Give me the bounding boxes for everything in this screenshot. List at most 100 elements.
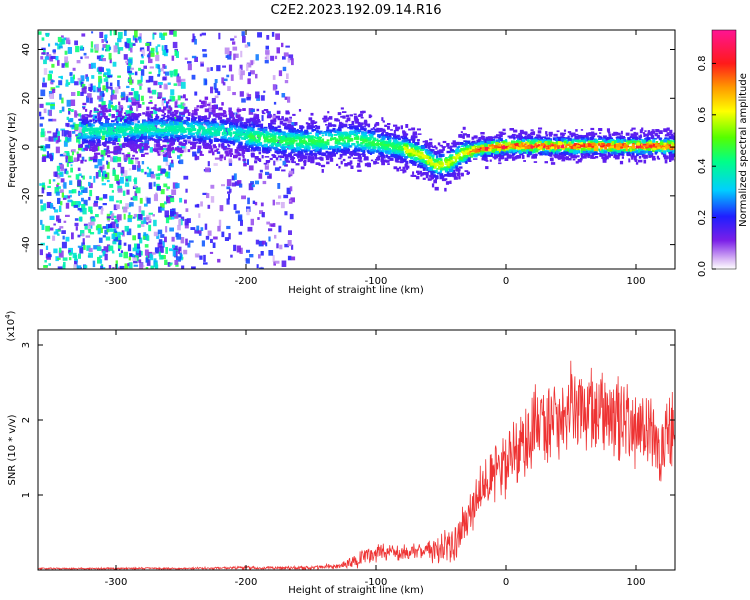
spectrogram-cell	[160, 128, 165, 133]
spectrogram-cell	[252, 129, 255, 131]
spectrogram-cell	[92, 140, 96, 144]
spectrogram-cell	[102, 85, 106, 91]
spectrogram-cell	[268, 173, 272, 179]
spectrogram-cell	[273, 118, 277, 123]
spectrogram-cell	[141, 133, 144, 140]
spectrogram-cell	[491, 136, 496, 139]
spectrogram-cell	[137, 104, 142, 108]
spectrogram-cell	[300, 156, 304, 160]
spectrogram-cell	[170, 118, 173, 120]
spectrogram-cell	[623, 147, 628, 150]
spectrogram-cell	[123, 213, 126, 220]
spectrogram-cell	[158, 251, 161, 257]
spectrogram-cell	[130, 197, 135, 201]
spectrogram-cell	[568, 154, 572, 157]
spectrogram-cell	[255, 144, 259, 147]
spectrogram-cell	[102, 250, 106, 257]
spectrogram-cell	[93, 136, 98, 139]
spectrogram-cell	[144, 203, 148, 207]
spectrogram-cell	[130, 118, 135, 122]
spectrogram-cell	[275, 202, 281, 205]
spectrogram-cell	[144, 268, 148, 269]
spectrogram-cell	[73, 204, 79, 208]
spectrogram-cell	[299, 154, 304, 156]
spectrogram-cell	[651, 155, 656, 159]
spectrogram-cell	[43, 108, 47, 114]
spectrogram-cell	[160, 189, 165, 195]
spectrogram-cell	[429, 164, 432, 167]
spectrogram-cell	[388, 137, 392, 140]
spectrogram-cell	[442, 147, 445, 151]
spectrogram-cell	[60, 201, 63, 206]
spectrogram-cell	[636, 152, 639, 156]
spectrogram-cell	[165, 139, 170, 143]
spectrogram-cell	[270, 146, 274, 148]
spectrogram-cell	[247, 135, 251, 138]
spectrogram-cell	[563, 132, 566, 135]
spectrogram-cell	[420, 170, 422, 174]
spectrogram-cell	[249, 70, 255, 75]
spectrogram-cell	[163, 147, 167, 150]
spectrogram-cell	[428, 167, 433, 171]
spectrogram-cell	[258, 254, 261, 259]
spectrogram-cell	[160, 148, 164, 152]
spectrogram-cell	[155, 264, 159, 269]
spectrogram-cell	[288, 230, 292, 235]
spectrogram-cell	[478, 149, 482, 152]
spectrogram-cell	[433, 174, 436, 178]
spectrogram-cell	[287, 141, 291, 144]
spectrogram-cell	[117, 162, 122, 168]
spectrogram-cell	[128, 212, 131, 217]
spectrogram-cell	[473, 135, 478, 139]
spectrogram-cell	[43, 59, 47, 65]
spectrogram-cell	[100, 122, 104, 126]
spectrogram-cell	[80, 91, 84, 96]
spectrogram-cell	[263, 135, 266, 139]
spectrogram-cell	[577, 134, 583, 139]
spectrogram-cell	[273, 155, 276, 158]
spectrogram-cell	[125, 178, 128, 182]
spectrogram-cell	[165, 121, 168, 123]
spectrogram-cell	[59, 154, 65, 157]
spectrogram-cell	[442, 140, 447, 143]
spectrogram-cell	[137, 224, 141, 228]
spectrogram-cell	[608, 139, 614, 143]
spectrogram-cell	[86, 76, 89, 82]
spectrogram-cell	[115, 218, 119, 223]
spectrogram-cell	[170, 117, 175, 122]
spectrogram-cell	[146, 197, 151, 204]
spectrogram-cell	[148, 168, 152, 175]
spectrogram-cell	[78, 118, 83, 121]
spectrogram-cell	[81, 120, 87, 124]
spectrogram-cell	[210, 238, 213, 243]
spectrogram-cell	[291, 244, 294, 250]
spectrogram-cell	[51, 63, 55, 68]
spectrogram-cell	[116, 223, 119, 227]
spectrogram-cell	[580, 149, 584, 154]
spectrogram-cell	[427, 145, 431, 149]
spectrogram-cell	[119, 200, 122, 204]
spectrogram-cell	[127, 218, 132, 223]
spectrogram-cell	[403, 156, 408, 159]
spectrogram-cell	[287, 240, 292, 247]
spectrogram-cell	[125, 60, 129, 64]
spectrogram-cell	[99, 55, 105, 58]
spectrogram-cell	[128, 43, 131, 51]
spectrogram-cell	[366, 162, 370, 165]
spectrogram-cell	[273, 113, 276, 116]
spectrogram-cell	[603, 150, 608, 154]
spectrogram-cell	[307, 123, 311, 127]
spectrogram-cell	[39, 123, 43, 127]
spectrogram-cell	[163, 183, 168, 188]
spectrogram-cell	[160, 207, 165, 211]
spectrogram-cell	[374, 124, 377, 128]
spectrogram-cell	[216, 148, 220, 150]
spectrogram-cell	[667, 142, 672, 147]
spectrogram-cell	[481, 143, 486, 147]
spectrogram-cell	[434, 170, 438, 174]
spectrogram-cell	[211, 98, 216, 104]
spectrogram-cell	[228, 64, 233, 72]
spectrogram-cell	[275, 90, 279, 95]
spectrogram-cell	[228, 111, 233, 116]
spectrogram-cell	[150, 134, 155, 137]
